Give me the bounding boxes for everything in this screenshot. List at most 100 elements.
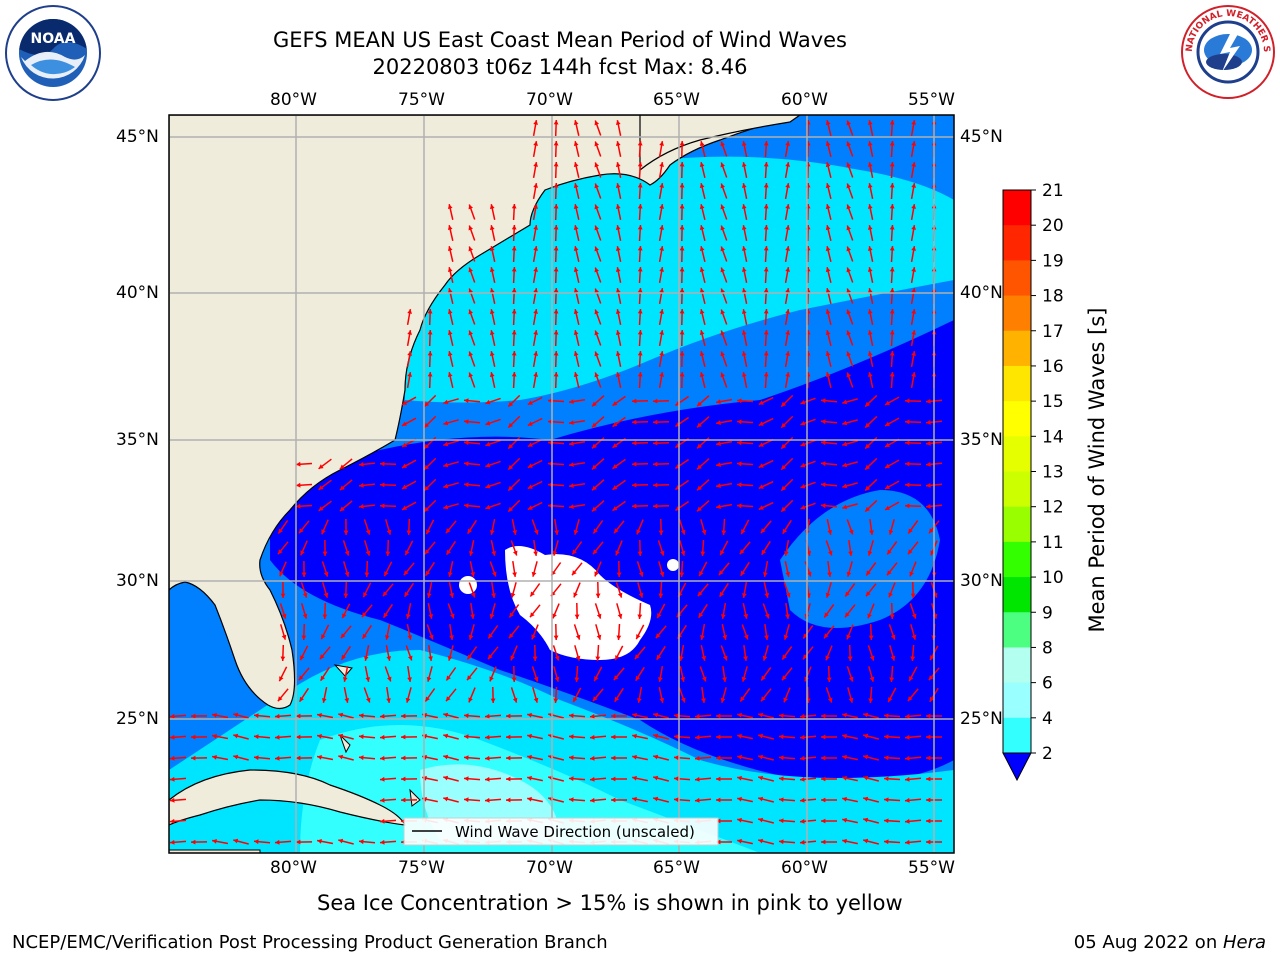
wind-wave-arrowhead — [275, 755, 280, 761]
wind-wave-arrowhead — [365, 677, 371, 682]
wind-wave-arrowhead — [827, 697, 833, 703]
colorbar-tick-label: 4 — [1042, 709, 1053, 729]
wind-wave-arrowhead — [779, 839, 784, 845]
wind-wave-arrowhead — [653, 398, 658, 404]
wind-wave-arrowhead — [699, 309, 705, 314]
wind-wave-arrowhead — [889, 288, 895, 293]
wind-wave-arrowhead — [511, 204, 517, 209]
wind-wave-arrowhead — [359, 839, 364, 845]
wind-wave-arrowhead — [679, 288, 685, 293]
wind-wave-arrowhead — [281, 613, 287, 619]
wind-wave-arrowhead — [800, 484, 806, 489]
wind-wave-arrowhead — [573, 162, 579, 167]
wind-wave-arrowhead — [443, 504, 449, 510]
wind-wave-arrowhead — [741, 141, 747, 146]
wind-wave-arrowhead — [716, 776, 721, 782]
wind-wave-arrowhead — [569, 399, 574, 404]
wind-wave-arrowhead — [632, 419, 637, 425]
period-band-low — [270, 320, 954, 783]
wind-wave-arrowhead — [697, 401, 702, 407]
wind-wave-arrowhead — [763, 309, 769, 314]
wind-wave-arrowhead — [845, 612, 850, 618]
wind-wave-arrowhead — [338, 733, 344, 739]
wind-wave-arrowhead — [741, 204, 747, 209]
wind-wave-arrowhead — [846, 141, 851, 147]
lat-label-right-40n: 40°N — [960, 283, 1003, 303]
wind-wave-arrowhead — [533, 372, 538, 377]
wind-wave-arrowhead — [842, 420, 848, 426]
wind-wave-arrowhead — [681, 697, 686, 703]
wind-wave-arrowhead — [825, 288, 831, 294]
wind-wave-arrowhead — [590, 797, 595, 803]
wind-wave-arrowhead — [380, 755, 385, 761]
wind-wave-arrowhead — [533, 120, 538, 125]
wind-wave-arrowhead — [553, 267, 559, 272]
wind-wave-arrowhead — [424, 464, 430, 470]
wind-wave-arrowhead — [741, 309, 747, 314]
wind-wave-arrowhead — [926, 483, 931, 488]
wind-wave-arrowhead — [674, 797, 679, 803]
wind-wave-arrowhead — [489, 372, 495, 377]
wind-wave-arrowhead — [338, 712, 344, 718]
wind-wave-arrowhead — [425, 696, 430, 702]
wind-wave-arrowhead — [279, 571, 284, 577]
wind-wave-arrowhead — [926, 839, 931, 845]
wind-wave-arrowhead — [361, 612, 367, 618]
wind-wave-arrowhead — [842, 504, 848, 510]
wind-wave-arrowhead — [359, 462, 364, 467]
wind-wave-arrowhead — [679, 330, 685, 335]
wind-wave-arrowhead — [761, 549, 767, 555]
wind-wave-arrowhead — [637, 288, 643, 293]
wind-wave-arrowhead — [275, 734, 280, 740]
wind-wave-arrowhead — [527, 484, 533, 489]
wind-wave-arrowhead — [572, 570, 577, 576]
wind-wave-arrowhead — [821, 797, 826, 803]
wind-wave-arrowhead — [443, 483, 449, 489]
wind-wave-arrowhead — [593, 549, 598, 555]
wind-wave-arrowhead — [659, 698, 665, 703]
wind-wave-arrowhead — [386, 529, 392, 535]
wind-wave-arrowhead — [779, 734, 784, 740]
wind-wave-arrowhead — [697, 591, 703, 597]
wind-wave-arrowhead — [468, 330, 473, 336]
wind-wave-arrowhead — [554, 655, 560, 661]
wind-wave-arrowhead — [401, 734, 406, 740]
noaa-logo-text: NOAA — [31, 31, 76, 47]
wind-wave-arrowhead — [615, 655, 620, 661]
wind-wave-arrowhead — [403, 570, 409, 576]
wind-wave-arrowhead — [485, 734, 490, 740]
wind-wave-arrowhead — [782, 528, 788, 534]
graticule — [169, 115, 954, 853]
wind-wave-arrowhead — [533, 330, 538, 335]
wind-wave-arrowhead — [401, 755, 406, 761]
wind-wave-arrowhead — [424, 443, 430, 449]
wind-wave-arrowhead — [596, 634, 602, 640]
wind-wave-arrowhead — [680, 677, 686, 682]
wind-wave-arrowhead — [699, 204, 705, 209]
wind-wave-arrowhead — [573, 697, 578, 703]
wind-wave-arrowhead — [447, 204, 453, 209]
wind-wave-arrowhead — [612, 422, 618, 427]
wind-wave-arrowhead — [407, 372, 412, 377]
wind-wave-arrowhead — [884, 755, 889, 761]
wind-wave-arrowhead — [674, 713, 679, 719]
wind-wave-arrowhead — [380, 839, 385, 845]
wind-wave-arrowhead — [573, 267, 579, 272]
wind-wave-arrowhead — [552, 550, 558, 556]
wind-wave-arrowhead — [424, 549, 430, 555]
wind-wave-arrowhead — [506, 797, 511, 803]
wind-wave-arrowhead — [405, 614, 411, 619]
wind-wave-arrowhead — [758, 796, 764, 802]
wind-wave-arrowhead — [170, 818, 175, 824]
wind-wave-arrowhead — [825, 655, 830, 661]
wind-wave-arrowhead — [785, 288, 790, 293]
wind-wave-arrowhead — [468, 372, 473, 378]
wind-wave-arrowhead — [511, 330, 517, 335]
wind-wave-arrowhead — [679, 204, 685, 209]
wind-wave-arrowhead — [447, 225, 453, 230]
wind-wave-arrowhead — [489, 267, 495, 272]
lon-label-top-70w: 70°W — [526, 90, 573, 110]
wind-wave-arrowhead — [926, 420, 931, 425]
wind-wave-arrowhead — [781, 506, 787, 512]
